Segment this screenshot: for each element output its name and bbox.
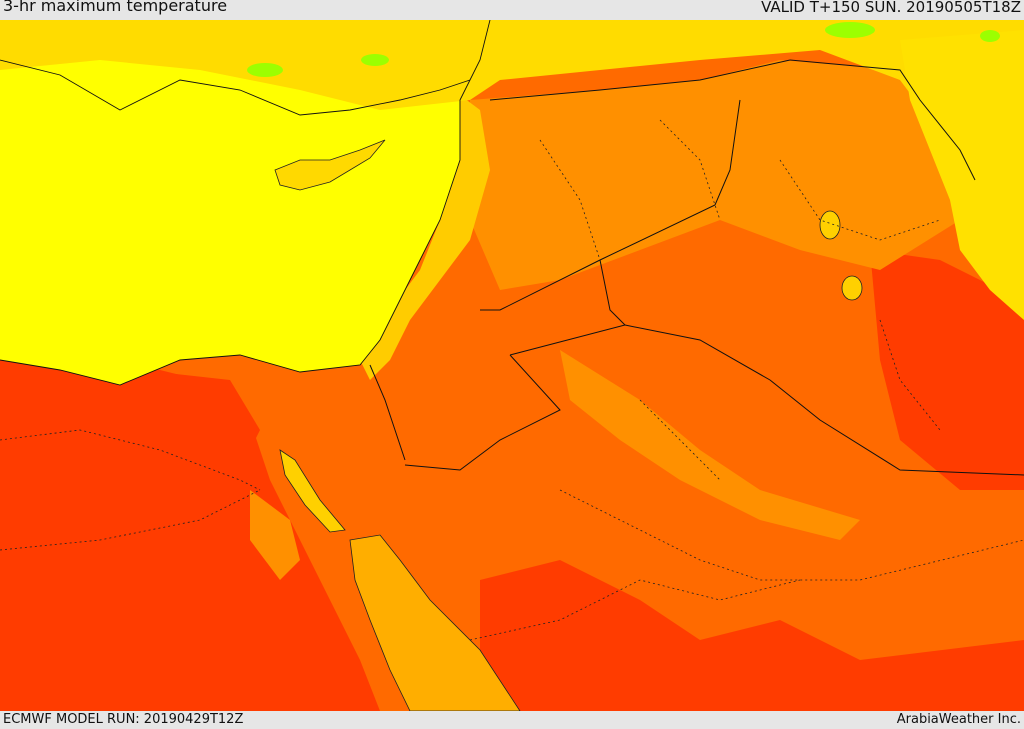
cool-patch-3 — [825, 22, 875, 38]
map-footer: ECMWF MODEL RUN: 20190429T12Z ArabiaWeat… — [0, 711, 1024, 729]
redsea-coast-warm — [250, 490, 300, 580]
cool-patch-2 — [361, 54, 389, 66]
map-svg — [0, 20, 1024, 711]
lake-2 — [841, 275, 863, 301]
jordan-warm-zone — [560, 350, 860, 540]
turkey-coast-band — [0, 20, 1024, 160]
gulf-of-suez — [279, 449, 346, 533]
coastline — [0, 20, 491, 386]
egypt-hot-zone — [0, 360, 380, 711]
northeast-cool-band — [900, 30, 1024, 320]
map-header: 3-hr maximum temperature VALID T+150 SUN… — [0, 0, 1024, 20]
cool-patch-4 — [980, 30, 1000, 42]
lake-1 — [819, 210, 841, 240]
turkey-coastline — [0, 59, 471, 116]
model-run: ECMWF MODEL RUN: 20190429T12Z — [3, 712, 244, 727]
red-sea — [349, 534, 521, 711]
credit: ArabiaWeather Inc. — [896, 712, 1021, 727]
temperature-map[interactable] — [0, 20, 1024, 711]
map-title: 3-hr maximum temperature — [3, 0, 228, 15]
borders — [369, 59, 1024, 476]
iraq-hot-zone — [870, 250, 1024, 490]
admin-borders — [0, 119, 1024, 641]
sinai-hot-zone — [140, 370, 260, 470]
levant-coast-band — [360, 80, 490, 380]
valid-time: VALID T+150 SUN. 20190505T18Z — [761, 0, 1021, 16]
cool-patch-1 — [247, 63, 283, 77]
mediterranean-sea — [0, 20, 480, 385]
cyprus-island — [274, 139, 386, 191]
arabia-hot-zone — [480, 560, 1024, 711]
